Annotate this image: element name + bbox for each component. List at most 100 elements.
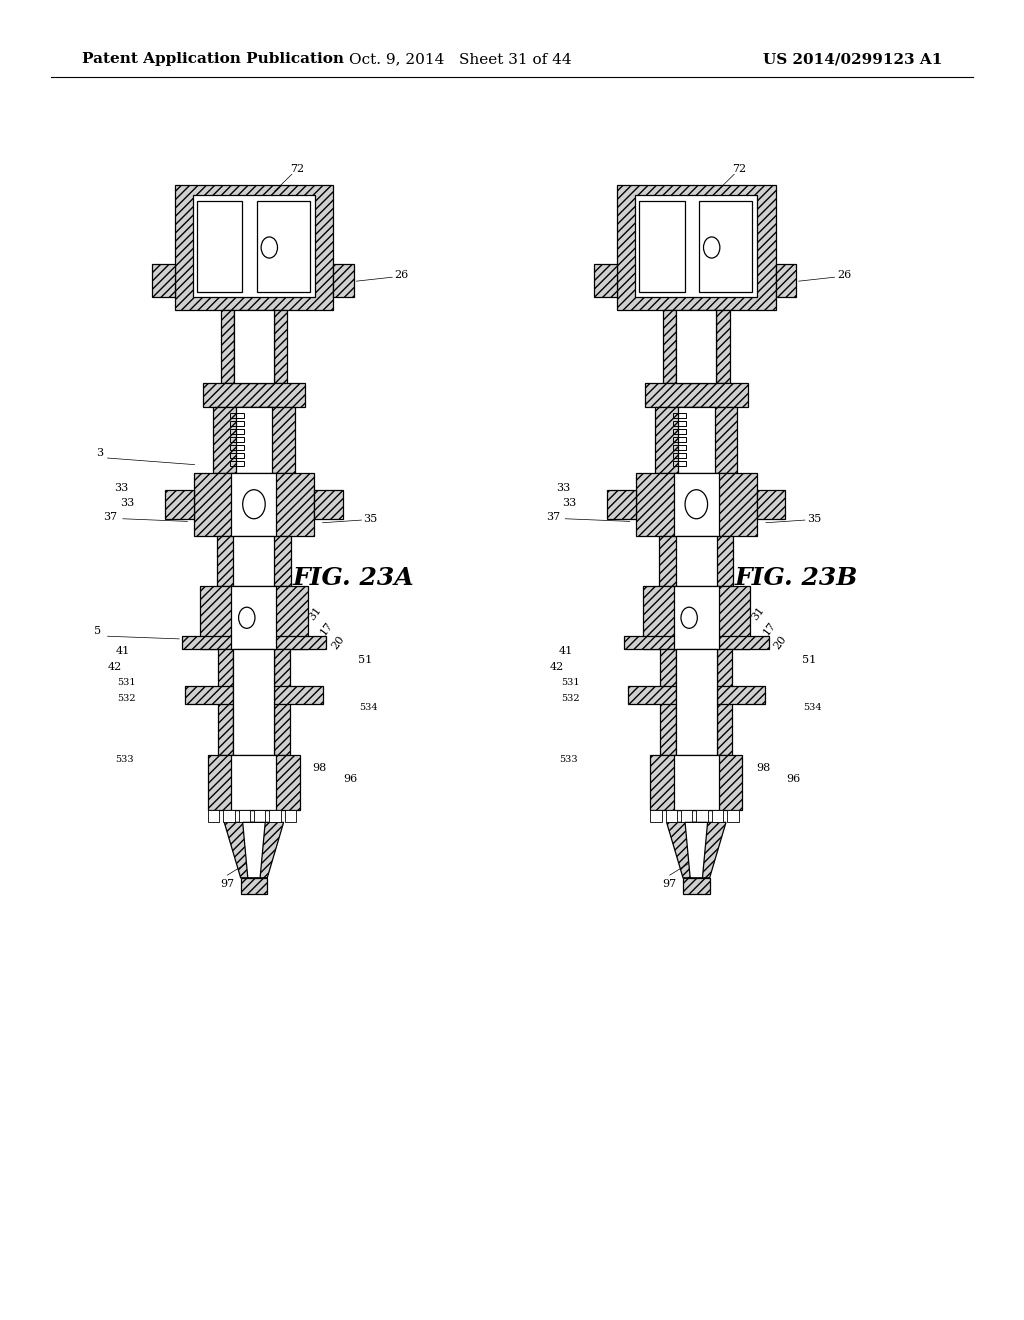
Bar — [223, 810, 234, 822]
Bar — [230, 429, 244, 434]
Text: 532: 532 — [118, 694, 136, 702]
Text: 534: 534 — [803, 704, 821, 711]
Polygon shape — [243, 822, 265, 878]
Bar — [230, 461, 244, 466]
Text: 31: 31 — [750, 605, 766, 623]
Bar — [230, 413, 244, 418]
Bar — [660, 649, 676, 755]
Bar — [185, 686, 233, 704]
Bar — [233, 649, 274, 755]
Bar — [230, 453, 244, 458]
Text: 534: 534 — [359, 704, 378, 711]
Bar — [230, 445, 244, 450]
Text: FIG. 23B: FIG. 23B — [735, 566, 858, 590]
Bar — [717, 649, 732, 755]
Circle shape — [243, 490, 265, 519]
Text: 33: 33 — [114, 483, 128, 494]
Polygon shape — [685, 822, 708, 878]
Bar — [635, 195, 758, 297]
Text: 531: 531 — [118, 678, 136, 686]
Bar — [666, 810, 677, 822]
Bar — [221, 310, 233, 383]
Text: 51: 51 — [358, 655, 373, 665]
Bar — [650, 810, 662, 822]
Text: 5: 5 — [94, 626, 100, 636]
Bar — [676, 649, 717, 755]
Bar — [683, 878, 710, 894]
Text: 17: 17 — [761, 619, 777, 638]
Bar — [664, 310, 677, 383]
Text: 26: 26 — [838, 269, 852, 280]
Text: 26: 26 — [394, 269, 409, 280]
Bar — [239, 810, 250, 822]
Bar — [274, 649, 290, 755]
Bar — [233, 536, 274, 586]
Bar — [607, 490, 636, 519]
Bar — [674, 586, 719, 649]
Bar — [639, 201, 685, 292]
Bar — [673, 453, 686, 458]
Bar — [673, 421, 686, 426]
Bar — [676, 536, 717, 586]
Text: Patent Application Publication: Patent Application Publication — [82, 53, 344, 66]
Text: 97: 97 — [220, 879, 234, 890]
Text: 41: 41 — [559, 645, 573, 656]
Bar — [776, 264, 797, 297]
Circle shape — [703, 238, 720, 259]
Bar — [314, 490, 343, 519]
Bar — [625, 636, 768, 649]
Text: 17: 17 — [318, 619, 335, 638]
Bar — [233, 310, 274, 383]
Bar — [757, 490, 785, 519]
Text: 96: 96 — [786, 774, 801, 784]
Text: FIG. 23A: FIG. 23A — [293, 566, 414, 590]
Bar — [256, 201, 309, 292]
Text: 37: 37 — [546, 512, 560, 523]
Bar — [643, 586, 750, 649]
Bar — [616, 185, 776, 310]
Bar — [594, 264, 616, 297]
Bar — [674, 473, 719, 536]
Bar — [217, 536, 291, 586]
Bar — [152, 264, 174, 297]
Polygon shape — [667, 822, 726, 878]
Bar — [334, 264, 354, 297]
Text: 35: 35 — [364, 513, 378, 524]
Bar — [269, 810, 281, 822]
Text: 33: 33 — [562, 498, 577, 508]
Bar — [673, 445, 686, 450]
Text: 20: 20 — [330, 634, 346, 652]
Bar — [182, 636, 326, 649]
Bar — [208, 810, 219, 822]
Bar — [273, 310, 287, 383]
Bar — [628, 686, 676, 704]
Bar — [230, 437, 244, 442]
Text: 42: 42 — [108, 661, 122, 672]
Text: 97: 97 — [663, 879, 677, 890]
Text: 96: 96 — [343, 774, 357, 784]
Bar — [696, 810, 708, 822]
Bar — [201, 586, 307, 649]
Bar — [254, 810, 265, 822]
Bar — [673, 461, 686, 466]
Bar — [230, 421, 244, 426]
Bar — [241, 878, 267, 894]
Text: 33: 33 — [120, 498, 134, 508]
Bar — [674, 755, 719, 810]
Bar — [197, 201, 242, 292]
Text: 41: 41 — [116, 645, 130, 656]
Bar — [678, 407, 715, 473]
Bar — [636, 473, 757, 536]
Text: 98: 98 — [312, 763, 327, 774]
Text: Oct. 9, 2014   Sheet 31 of 44: Oct. 9, 2014 Sheet 31 of 44 — [349, 53, 572, 66]
Text: 42: 42 — [550, 661, 564, 672]
Text: 533: 533 — [559, 755, 578, 763]
Bar — [274, 686, 323, 704]
Bar — [194, 473, 314, 536]
Bar — [673, 413, 686, 418]
Text: 51: 51 — [802, 655, 816, 665]
Bar — [208, 755, 300, 810]
Circle shape — [261, 238, 278, 259]
Bar — [645, 383, 748, 407]
Bar — [650, 755, 742, 810]
